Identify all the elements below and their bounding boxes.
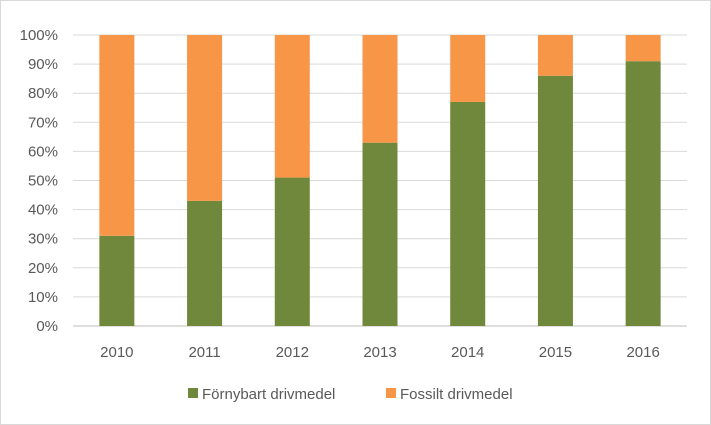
x-axis-ticks: 2010 2011 2012 2013 2014 2015 2016 <box>100 344 660 361</box>
bar-segment-fossilt <box>537 35 573 76</box>
bar-segment-fornybart <box>274 177 310 326</box>
y-tick-label: 60% <box>28 143 58 160</box>
x-tick-label: 2016 <box>626 344 659 361</box>
y-tick-label: 20% <box>28 260 58 277</box>
bar-segment-fossilt <box>450 35 486 102</box>
x-tick-label: 2013 <box>363 344 396 361</box>
legend-label: Förnybart drivmedel <box>202 386 335 403</box>
y-tick-label: 0% <box>36 318 58 335</box>
bar-segment-fossilt <box>187 35 223 201</box>
bar-segment-fossilt <box>99 35 135 236</box>
bar-segment-fornybart <box>99 235 135 326</box>
y-tick-label: 30% <box>28 231 58 248</box>
bar-segment-fornybart <box>537 75 573 327</box>
bar-segment-fornybart <box>625 61 661 326</box>
bar-segment-fossilt <box>625 35 661 62</box>
legend-label: Fossilt drivmedel <box>400 386 513 403</box>
y-tick-label: 70% <box>28 114 58 131</box>
legend-swatch <box>386 388 396 398</box>
bars <box>99 35 661 327</box>
legend: Förnybart drivmedel Fossilt drivmedel <box>188 386 513 403</box>
x-tick-label: 2015 <box>539 344 572 361</box>
y-tick-label: 10% <box>28 289 58 306</box>
x-tick-label: 2012 <box>276 344 309 361</box>
y-tick-label: 90% <box>28 56 58 73</box>
bar-segment-fornybart <box>362 142 398 326</box>
x-tick-label: 2011 <box>188 344 220 361</box>
y-tick-label: 40% <box>28 202 58 219</box>
y-tick-label: 100% <box>20 27 58 44</box>
bar-segment-fossilt <box>362 35 398 143</box>
y-tick-label: 80% <box>28 85 58 102</box>
bar-segment-fornybart <box>450 101 486 327</box>
x-tick-label: 2010 <box>100 344 133 361</box>
legend-swatch <box>188 388 198 398</box>
bar-segment-fossilt <box>274 35 310 178</box>
bar-segment-fornybart <box>187 200 223 326</box>
x-tick-label: 2014 <box>451 344 484 361</box>
y-tick-label: 50% <box>28 173 58 190</box>
y-axis-ticks: 0% 10% 20% 30% 40% 50% 60% 70% 80% 90% 100% <box>20 27 58 335</box>
